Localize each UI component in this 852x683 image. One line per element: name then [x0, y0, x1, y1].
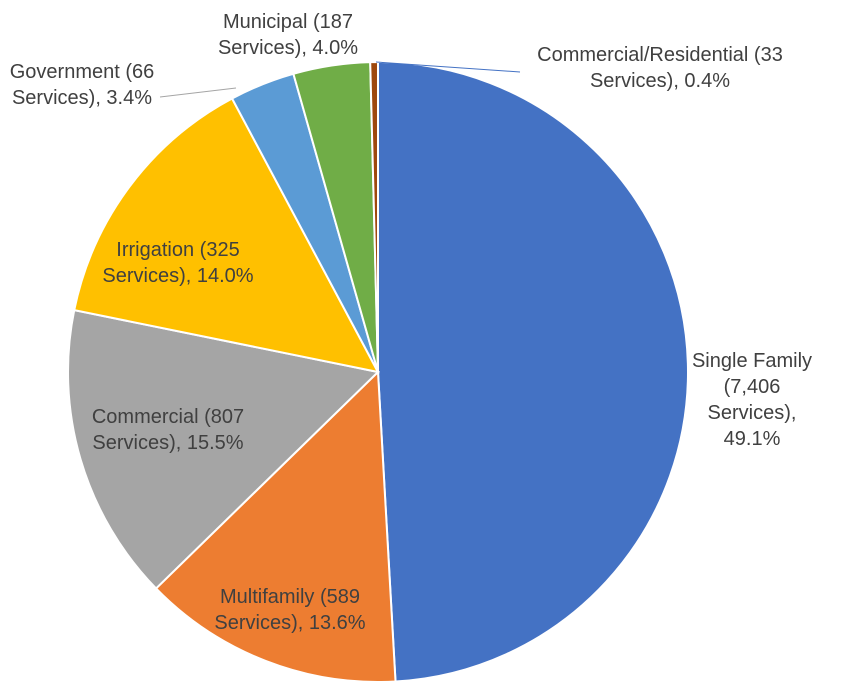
pie-slice — [377, 60, 689, 683]
pie-slice — [73, 97, 380, 374]
leader-line — [375, 61, 521, 73]
data-label: Municipal (187 Services), 4.0% — [217, 11, 359, 59]
data-label: Commercial/Residential (33 Services), 0.… — [537, 44, 783, 92]
pie-slice — [67, 308, 381, 590]
data-label: Multifamily (589 Services), 13.6% — [214, 586, 366, 634]
data-label: Commercial (807 Services), 15.5% — [91, 406, 245, 454]
data-label: Government (66 Services), 3.4% — [9, 61, 155, 109]
pie-slice — [154, 369, 397, 683]
data-label: Irrigation (325 Services), 14.0% — [102, 239, 254, 287]
leader-line — [159, 87, 237, 98]
data-label: Single Family (7,406 Services), 49.1% — [691, 350, 813, 450]
